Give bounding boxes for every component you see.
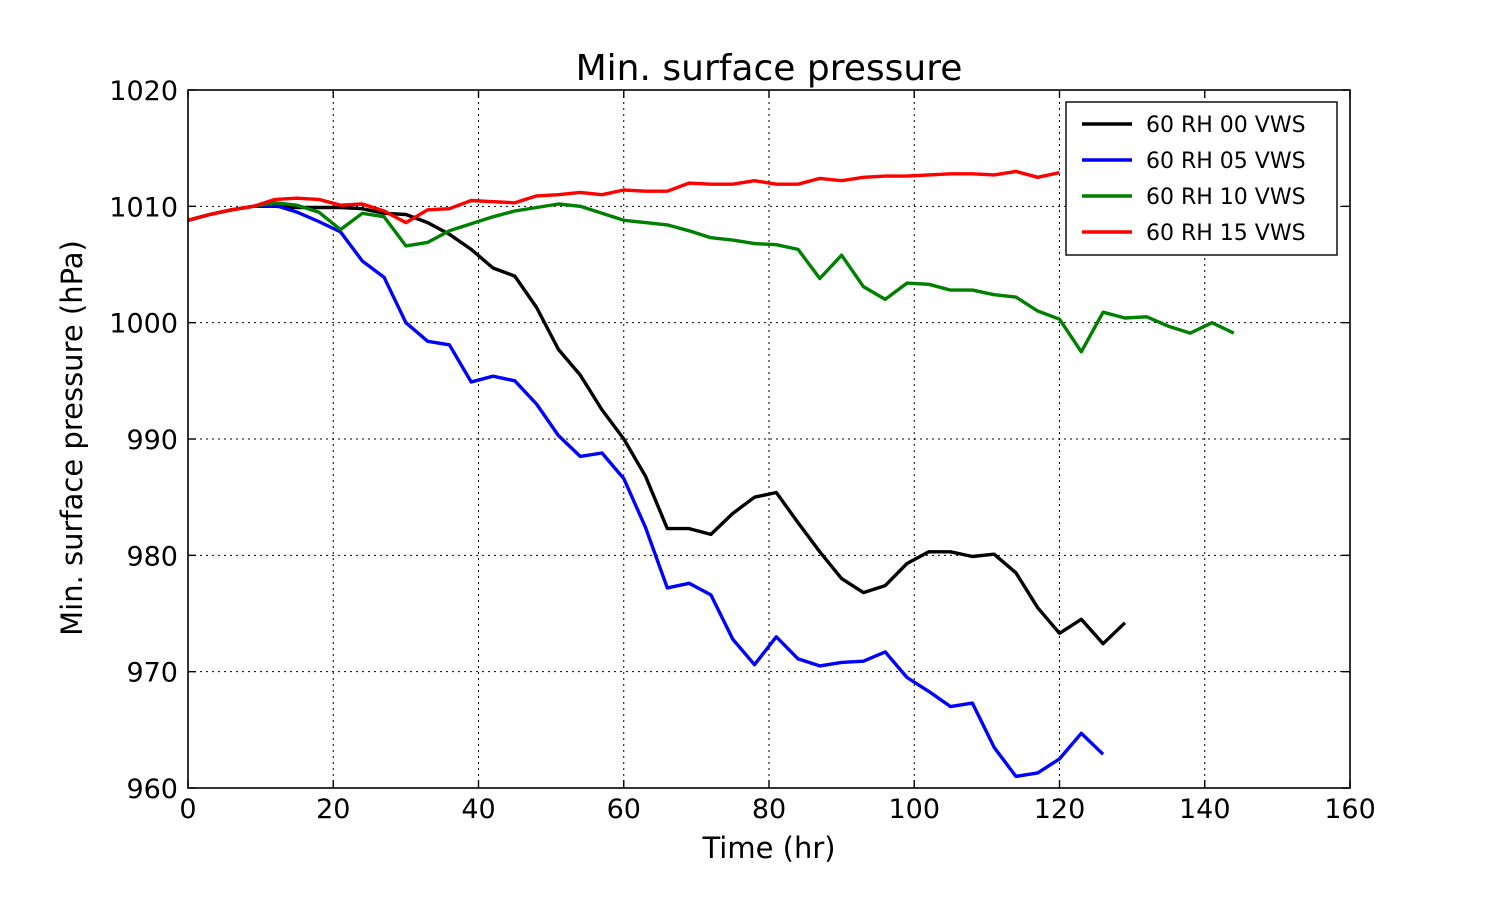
y-tick-label: 990 [126, 425, 178, 456]
legend: 60 RH 00 VWS 60 RH 05 VWS 60 RH 10 VWS 60 R… [1065, 101, 1338, 256]
series-line-60-rh-05-vws [187, 203, 1105, 779]
x-tick-label: 100 [888, 794, 940, 825]
y-tick-label: 1010 [109, 192, 178, 223]
legend-label: 60 RH 10 VWS [1146, 185, 1306, 210]
x-tick-label: 40 [461, 794, 495, 825]
legend-label: 60 RH 05 VWS [1146, 149, 1306, 174]
x-axis-label: Time (hr) [701, 831, 835, 865]
x-tick-label: 0 [179, 794, 196, 825]
x-tick-label: 160 [1324, 794, 1376, 825]
y-tick-label: 980 [126, 541, 178, 572]
axis-ticks: 0 20 40 60 80 100 120 140 160 960 970 980 990 1000 101… [109, 76, 1375, 825]
x-tick-label: 140 [1179, 794, 1231, 825]
x-tick-label: 20 [316, 794, 350, 825]
y-tick-label: 1020 [109, 76, 178, 107]
y-tick-label: 1000 [109, 309, 178, 340]
chart-title: Min. surface pressure [576, 48, 963, 89]
series-line-60-rh-10-vws [187, 201, 1235, 354]
legend-label: 60 RH 00 VWS [1146, 113, 1306, 138]
x-tick-label: 60 [607, 794, 641, 825]
series-line-60-rh-00-vws [187, 204, 1127, 646]
y-tick-label: 960 [126, 774, 178, 805]
x-tick-label: 80 [752, 794, 786, 825]
x-tick-label: 120 [1034, 794, 1086, 825]
y-tick-label: 970 [126, 658, 178, 689]
series-line-60-rh-15-vws [187, 169, 1060, 225]
y-axis-label: Min. surface pressure (hPa) [55, 240, 89, 636]
legend-label: 60 RH 15 VWS [1146, 221, 1306, 246]
legend-box [1065, 101, 1338, 256]
plot-lines [187, 169, 1235, 779]
